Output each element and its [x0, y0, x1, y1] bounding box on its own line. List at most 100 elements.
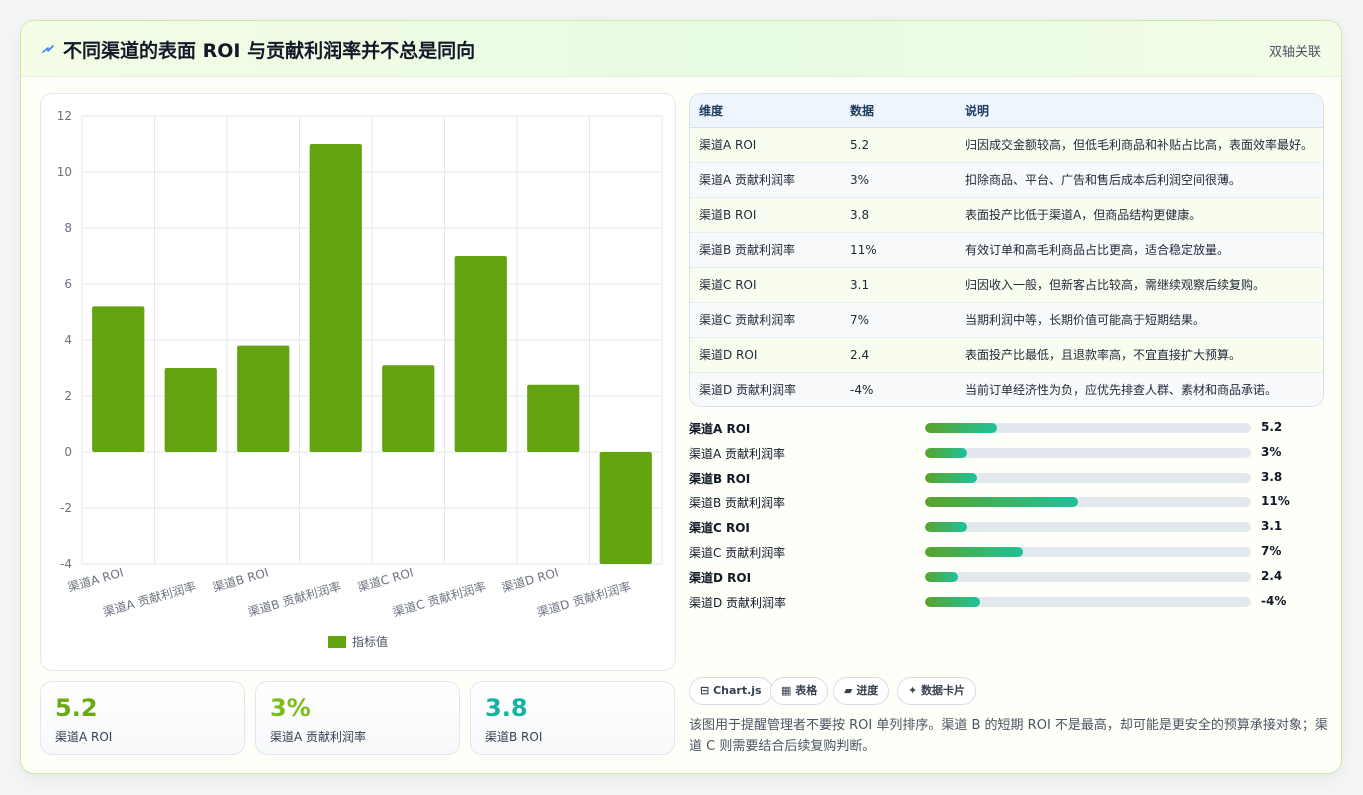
table-cell: 渠道C ROI — [699, 278, 757, 292]
stat-value: 3.8 — [485, 694, 528, 722]
progress-icon: ▰ — [844, 684, 853, 697]
bar-chart-panel: -4 -2 0 2 4 6 8 10 12 渠道A ROI 渠道A 贡献利润率 渠道B ROI 渠道B … — [40, 93, 676, 671]
x-tick-label: 渠道B 贡献利润率 — [246, 578, 342, 619]
progress-list: 渠道A ROI 5.2 渠道A 贡献利润率 3% 渠道B ROI 3.8 渠道B 贡献利润率… — [689, 416, 1324, 614]
table-cell: 渠道D 贡献利润率 — [699, 383, 797, 398]
bar — [382, 365, 435, 452]
bar — [454, 256, 507, 452]
bar — [527, 384, 580, 452]
table-cell: 3.1 — [850, 277, 870, 292]
progress-fill — [925, 497, 1079, 508]
progress-label: 渠道A ROI — [689, 422, 751, 436]
bar — [92, 306, 145, 452]
chip-table[interactable]: ▦ 表格 — [770, 677, 829, 705]
card-header: 不同渠道的表面 ROI 与贡献利润率并不总是同向 双轴关联 — [21, 21, 1341, 77]
progress-value: 11% — [1261, 494, 1290, 509]
stat-card-2: 3% 渠道A 贡献利润率 — [255, 681, 460, 755]
progress-track — [925, 596, 1251, 607]
progress-row: 渠道A 贡献利润率 3% — [689, 441, 1324, 466]
progress-value: 3.1 — [1261, 519, 1283, 534]
table-cell: 渠道D ROI — [699, 348, 758, 362]
chart-type-tag: 双轴关联 — [1268, 45, 1321, 60]
x-tick-label: 渠道B ROI — [211, 565, 270, 594]
progress-track — [925, 571, 1251, 582]
column-header: 说明 — [956, 94, 1323, 128]
table-cell: 表面投产比最低，且退款率高，不宜直接扩大预算。 — [965, 348, 1242, 362]
progress-fill — [925, 423, 997, 433]
table-row: 渠道D 贡献利润率 -4% 当前订单经济性为负，应优先排查人群、素材和商品承诺。 — [690, 372, 1323, 406]
stat-card-3: 3.8 渠道B ROI — [470, 681, 675, 755]
progress-label: 渠道D ROI — [689, 570, 752, 585]
progress-row: 渠道A ROI 5.2 — [689, 416, 1324, 441]
progress-row: 渠道D 贡献利润率 -4% — [689, 590, 1324, 615]
stat-card-1: 5.2 渠道A ROI — [40, 681, 245, 755]
table-row: 渠道C 贡献利润率 7% 当期利润中等，长期价值可能高于短期结果。 — [690, 302, 1323, 337]
table-cell: 5.2 — [850, 137, 870, 152]
chip-label: 表格 — [795, 684, 818, 697]
table-cell: 渠道B 贡献利润率 — [699, 243, 796, 257]
progress-label: 渠道B ROI — [689, 471, 751, 486]
card-title: 不同渠道的表面 ROI 与贡献利润率并不总是同向 — [63, 40, 476, 62]
x-tick-label: 渠道D 贡献利润率 — [535, 578, 632, 619]
progress-value: 5.2 — [1261, 420, 1283, 434]
stat-label: 渠道A ROI — [55, 730, 113, 744]
y-tick-label: -2 — [60, 501, 72, 515]
table-cell: 2.4 — [850, 347, 870, 362]
x-tick-label: 渠道A ROI — [66, 565, 125, 594]
progress-track — [925, 522, 1251, 533]
dashboard-card: 不同渠道的表面 ROI 与贡献利润率并不总是同向 双轴关联 -4 -2 0 2 4 6 8 1… — [20, 20, 1342, 774]
progress-track — [925, 497, 1251, 508]
progress-track — [925, 546, 1251, 557]
progress-label: 渠道C ROI — [689, 521, 750, 536]
y-tick-label: -4 — [60, 557, 72, 571]
chip-label: 进度 — [856, 684, 879, 697]
table-row: 渠道A 贡献利润率 3% 扣除商品、平台、广告和售后成本后利润空间很薄。 — [690, 162, 1323, 197]
table-header-row: 维度 数据 说明 — [690, 94, 1323, 128]
progress-value: 3.8 — [1261, 469, 1283, 484]
table-row: 渠道A ROI 5.2 归因成交金额较高，但低毛利商品和补贴占比高，表面效率最好。 — [690, 127, 1323, 162]
table-row: 渠道B 贡献利润率 11% 有效订单和高毛利商品占比更高，适合稳定放量。 — [690, 232, 1323, 267]
y-tick-label: 0 — [64, 445, 72, 459]
column-header: 维度 — [690, 94, 841, 128]
chart-icon: ⊟ — [700, 684, 710, 697]
bar — [164, 368, 217, 452]
progress-label: 渠道D 贡献利润率 — [689, 595, 787, 610]
lightning-icon — [42, 45, 54, 53]
table-cell: 扣除商品、平台、广告和售后成本后利润空间很薄。 — [965, 173, 1242, 187]
table-cell: 表面投产比低于渠道A，但商品结构更健康。 — [965, 208, 1202, 222]
legend-label: 指标值 — [352, 634, 388, 649]
chip-data-card[interactable]: ✦ 数据卡片 — [897, 677, 977, 705]
table-cell: 渠道A 贡献利润率 — [699, 173, 796, 187]
progress-fill — [925, 571, 958, 582]
table-icon: ▦ — [781, 684, 792, 697]
chip-progress[interactable]: ▰ 进度 — [833, 677, 890, 705]
table-cell: 当期利润中等，长期价值可能高于短期结果。 — [965, 313, 1206, 327]
chip-label: Chart.js — [713, 684, 762, 697]
progress-label: 渠道A 贡献利润率 — [689, 446, 786, 461]
x-tick-label: 渠道D ROI — [500, 565, 560, 595]
progress-label: 渠道B 贡献利润率 — [689, 496, 786, 511]
table-row: 渠道B ROI 3.8 表面投产比低于渠道A，但商品结构更健康。 — [690, 197, 1323, 232]
progress-track — [925, 447, 1251, 458]
y-tick-label: 2 — [64, 389, 72, 403]
data-table-panel: 维度 数据 说明 渠道A ROI 5.2 归因成交金额较高，但低毛利商品和补贴占比高… — [689, 93, 1324, 407]
y-tick-label: 12 — [57, 109, 72, 123]
legend-swatch — [328, 636, 346, 648]
table-cell: 11% — [850, 242, 877, 257]
progress-row: 渠道C ROI 3.1 — [689, 515, 1324, 540]
chip-chartjs[interactable]: ⊟ Chart.js — [689, 677, 773, 705]
table-cell: 7% — [850, 312, 870, 327]
progress-label: 渠道C 贡献利润率 — [689, 545, 786, 560]
table-cell: 渠道A ROI — [699, 138, 757, 152]
progress-row: 渠道D ROI 2.4 — [689, 565, 1324, 590]
column-header: 数据 — [841, 94, 956, 128]
stat-label: 渠道B ROI — [485, 730, 543, 744]
y-tick-label: 10 — [57, 165, 72, 179]
y-tick-label: 8 — [64, 221, 72, 235]
progress-row: 渠道B 贡献利润率 11% — [689, 490, 1324, 515]
chip-label: 数据卡片 — [921, 684, 966, 697]
table-cell: -4% — [850, 382, 874, 397]
x-tick-label: 渠道C 贡献利润率 — [391, 578, 488, 619]
table-cell: 归因收入一般，但新客占比较高，需继续观察后续复购。 — [965, 278, 1266, 292]
